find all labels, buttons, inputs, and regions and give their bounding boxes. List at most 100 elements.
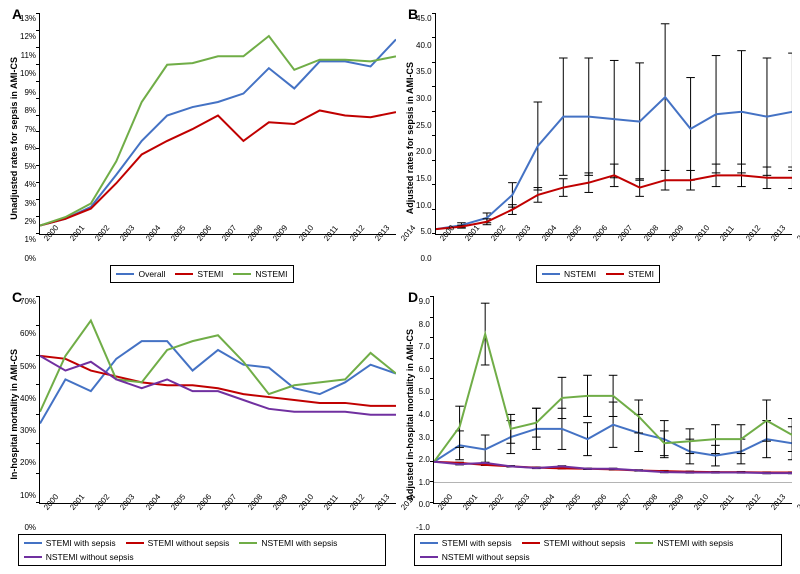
legend-label: NSTEMI with sepsis (657, 538, 733, 548)
legend-swatch (522, 542, 540, 544)
x-tick: 2006 (195, 506, 215, 523)
y-tick: 8% (20, 106, 36, 115)
y-tick: 6% (20, 143, 36, 152)
y-tick: 13% (20, 14, 36, 23)
panel-label: B (408, 6, 418, 22)
y-tick: 25.0 (416, 121, 432, 130)
y-tick: 60% (20, 329, 36, 338)
x-tick: 2007 (220, 506, 240, 523)
x-tick: 2007 (220, 237, 240, 254)
x-tick: 2003 (514, 237, 534, 254)
x-tick: 2012 (744, 506, 764, 523)
x-tick: 2005 (564, 506, 584, 523)
legend: NSTEMI STEMI (536, 265, 660, 283)
series-line (40, 321, 396, 412)
panel-d: D Adjusted in-hospital mortality in AMI-C… (404, 291, 792, 566)
plot-area (435, 14, 792, 235)
y-ticks: 45.040.035.030.025.020.015.010.05.00.0 (416, 14, 435, 263)
x-tick: 2001 (461, 506, 481, 523)
y-tick: 3.0 (416, 433, 430, 442)
y-tick: 20.0 (416, 147, 432, 156)
x-tick: 2010 (692, 506, 712, 523)
x-tick: 2010 (297, 506, 317, 523)
y-tick: 6.0 (416, 365, 430, 374)
series-line (40, 36, 396, 226)
plot-area (433, 297, 792, 504)
x-tick: 2010 (297, 237, 317, 254)
x-tick: 2004 (144, 506, 164, 523)
legend-label: STEMI (197, 269, 223, 279)
y-tick: 30.0 (416, 94, 432, 103)
x-tick: 2006 (195, 237, 215, 254)
x-tick: 2000 (436, 506, 456, 523)
panel-a: AUnadjusted rates for sepsis in AMI-CS13… (8, 8, 396, 283)
x-tick: 2000 (438, 237, 458, 254)
x-tick: 2011 (718, 237, 738, 254)
x-tick: 2000 (42, 237, 62, 254)
legend-item: STEMI with sepsis (420, 538, 512, 548)
legend-item: STEMI (606, 269, 654, 279)
y-axis-label: In-hospital mortality in AMI-CS (8, 349, 20, 480)
y-tick: 12% (20, 32, 36, 41)
x-ticks: 2000200120022003200420052006200720082009… (433, 504, 792, 532)
x-tick: 2005 (169, 506, 189, 523)
legend-swatch (24, 542, 42, 544)
plot-area (39, 14, 396, 235)
y-tick: -1.0 (416, 523, 430, 532)
legend-item: STEMI (175, 269, 223, 279)
x-tick: 2007 (616, 237, 636, 254)
x-tick: 2013 (373, 237, 393, 254)
x-tick: 2006 (590, 506, 610, 523)
y-tick: 1.0 (416, 478, 430, 487)
y-tick: 15.0 (416, 174, 432, 183)
y-tick: 7.0 (416, 342, 430, 351)
x-tick: 2004 (538, 506, 558, 523)
legend-label: NSTEMI with sepsis (261, 538, 337, 548)
y-tick: 9% (20, 88, 36, 97)
legend-label: NSTEMI without sepsis (46, 552, 134, 562)
x-tick: 2001 (68, 237, 88, 254)
legend-swatch (420, 556, 438, 558)
x-tick: 2008 (641, 506, 661, 523)
legend-swatch (239, 542, 257, 544)
x-tick: 2004 (144, 237, 164, 254)
legend-item: NSTEMI without sepsis (420, 552, 530, 562)
legend-item: NSTEMI with sepsis (635, 538, 733, 548)
legend-label: Overall (138, 269, 165, 279)
x-tick: 2009 (667, 237, 687, 254)
legend-item: NSTEMI (233, 269, 287, 279)
legend-item: NSTEMI with sepsis (239, 538, 337, 548)
y-tick: 40.0 (416, 41, 432, 50)
y-axis-label: Adjusted in-hospital mortality in AMI-CS (404, 329, 416, 501)
plot-area (39, 297, 396, 504)
y-tick: 30% (20, 426, 36, 435)
legend-label: NSTEMI (564, 269, 596, 279)
x-tick: 2008 (642, 237, 662, 254)
legend-item: Overall (116, 269, 165, 279)
legend: STEMI with sepsisSTEMI without sepsisNST… (414, 534, 783, 566)
y-tick: 0% (20, 523, 36, 532)
y-tick: 0% (20, 254, 36, 263)
legend-swatch (542, 273, 560, 275)
y-tick: 11% (20, 51, 36, 60)
panel-label: D (408, 289, 418, 305)
x-tick: 2002 (487, 506, 507, 523)
y-tick: 1% (20, 235, 36, 244)
x-tick: 2006 (591, 237, 611, 254)
y-tick: 35.0 (416, 67, 432, 76)
y-tick: 0.0 (416, 254, 432, 263)
y-tick: 5% (20, 162, 36, 171)
legend-item: STEMI without sepsis (126, 538, 230, 548)
legend: STEMI with sepsisSTEMI without sepsisNST… (18, 534, 387, 566)
y-axis-label: Unadjusted rates for sepsis in AMI-CS (8, 57, 20, 220)
y-tick: 5.0 (416, 227, 432, 236)
legend-swatch (126, 542, 144, 544)
legend-swatch (420, 542, 438, 544)
panel-c: CIn-hospital mortality in AMI-CS70%60%50… (8, 291, 396, 566)
chart-grid: AUnadjusted rates for sepsis in AMI-CS13… (8, 8, 792, 566)
legend-label: STEMI (628, 269, 654, 279)
panel-label: C (12, 289, 22, 305)
x-tick: 2002 (93, 506, 113, 523)
x-tick: 2005 (565, 237, 585, 254)
x-tick: 2008 (246, 506, 266, 523)
